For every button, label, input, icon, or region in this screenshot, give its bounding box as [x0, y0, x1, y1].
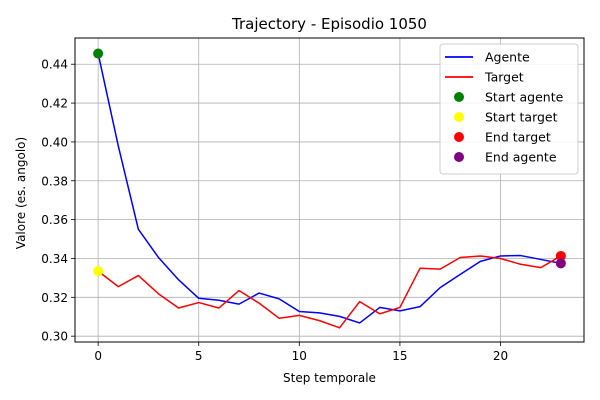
- start-end-markers: [93, 48, 566, 277]
- legend-label: End agente: [485, 150, 557, 165]
- legend-label: Agente: [485, 50, 530, 65]
- legend-label: Target: [484, 70, 524, 85]
- plot-area-frame: [74, 37, 585, 343]
- x-tick-label: 0: [94, 349, 102, 363]
- y-tick-label: 0.30: [41, 330, 68, 344]
- x-tick-label: 20: [493, 349, 508, 363]
- legend-swatch-marker: [454, 152, 464, 162]
- axis-ticks: 0 5 10 15 20 0.30 0.32 0.34 0.36 0.38 0.40 0.42 0.44: [41, 58, 508, 363]
- legend-swatch-marker: [454, 112, 464, 122]
- y-tick-label: 0.42: [41, 97, 68, 111]
- y-tick-label: 0.32: [41, 291, 68, 305]
- chart-title: Trajectory - Episodio 1050: [231, 15, 427, 33]
- legend-swatch-marker: [454, 92, 464, 102]
- series-lines: [97, 53, 562, 329]
- marker-start-target: [93, 266, 104, 277]
- legend-label: Start agente: [485, 90, 564, 105]
- y-tick-label: 0.44: [41, 58, 68, 72]
- marker-end-target: [555, 250, 566, 261]
- legend: Agente Target Start agente Start target End …: [439, 43, 579, 175]
- x-axis-label: Step temporale: [283, 371, 376, 385]
- legend-label: Start target: [485, 110, 558, 125]
- x-tick-label: 5: [195, 349, 203, 363]
- y-tick-label: 0.40: [41, 135, 68, 149]
- y-tick-label: 0.34: [41, 252, 68, 266]
- y-axis-label: Valore (es. angolo): [14, 137, 28, 249]
- x-tick-label: 10: [292, 349, 307, 363]
- y-tick-label: 0.38: [41, 174, 68, 188]
- marker-start-agente: [93, 48, 104, 59]
- x-tick-label: 15: [392, 349, 407, 363]
- y-tick-label: 0.36: [41, 213, 68, 227]
- legend-label: End target: [485, 130, 551, 145]
- marker-end-agente: [555, 258, 566, 269]
- legend-box: [439, 43, 579, 175]
- series-line-target: [97, 255, 562, 329]
- series-line-agente: [97, 53, 562, 324]
- legend-swatch-marker: [454, 132, 464, 142]
